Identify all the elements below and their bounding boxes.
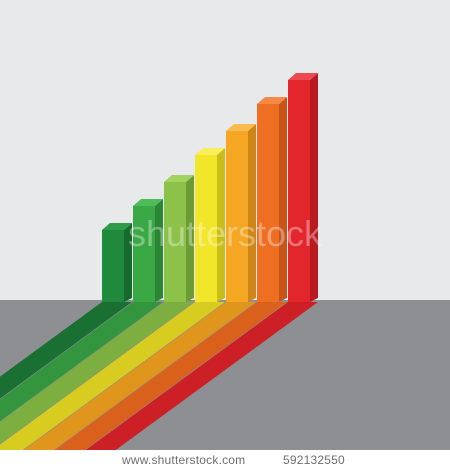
watermark-text: shutterstock bbox=[128, 213, 323, 254]
bar bbox=[257, 104, 279, 302]
bar bbox=[226, 131, 248, 302]
bar-side bbox=[217, 148, 225, 302]
bar-shadow bbox=[54, 302, 287, 450]
bar-side bbox=[124, 223, 132, 302]
bar-shadow bbox=[23, 302, 256, 450]
bar-top bbox=[102, 223, 132, 230]
bar-shadow bbox=[0, 302, 163, 422]
bar-top bbox=[288, 73, 318, 80]
bar-shadow bbox=[0, 302, 194, 444]
bar bbox=[288, 80, 310, 302]
bar-shadow bbox=[0, 302, 225, 450]
bar-side bbox=[310, 73, 318, 302]
bar-top bbox=[164, 175, 194, 182]
bar-top bbox=[133, 199, 163, 206]
bar-shadow bbox=[0, 302, 132, 399]
footer-image-id: 592132550 bbox=[283, 453, 345, 467]
bar-side bbox=[248, 124, 256, 302]
bar-top bbox=[257, 97, 287, 104]
bar bbox=[102, 230, 124, 302]
bar bbox=[195, 155, 217, 302]
bar-chart: shutterstock bbox=[0, 0, 450, 450]
bar-shadows bbox=[0, 302, 318, 450]
bar-side bbox=[279, 97, 287, 302]
bar bbox=[164, 182, 186, 302]
footer: www.shutterstock.com 592132550 bbox=[0, 450, 450, 470]
bar-side bbox=[155, 199, 163, 302]
bar-top bbox=[195, 148, 225, 155]
bars bbox=[102, 73, 318, 302]
bar bbox=[133, 206, 155, 302]
footer-site: www.shutterstock.com bbox=[122, 453, 246, 467]
bar-side bbox=[186, 175, 194, 302]
bar-shadow bbox=[85, 302, 318, 450]
bar-top bbox=[226, 124, 256, 131]
